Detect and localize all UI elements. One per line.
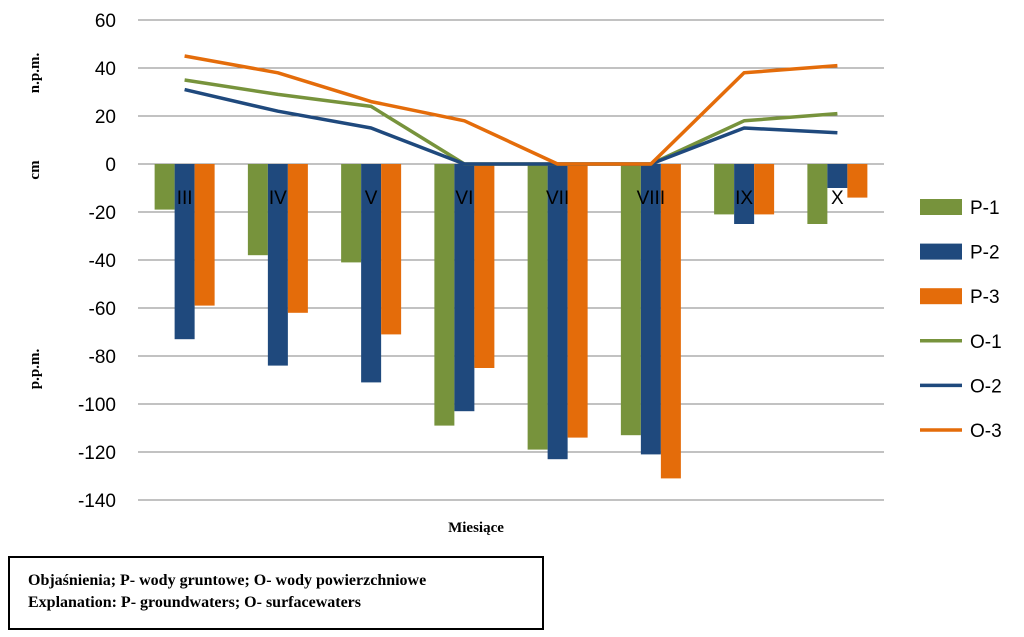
- category-label: IV: [269, 188, 287, 209]
- y-tick-label: -40: [89, 251, 116, 272]
- bar-p-3-ix: [754, 164, 775, 215]
- bar-p-1-viii: [620, 164, 641, 436]
- bar-p-2-vi: [454, 164, 475, 412]
- y-tick-label: -80: [89, 347, 116, 368]
- legend-label: P-2: [970, 243, 1000, 264]
- line-o-2: [184, 87, 838, 166]
- bar-p-1-vii: [527, 164, 548, 450]
- x-axis-label: Miesiące: [448, 520, 504, 536]
- bar-p-1-iii: [154, 164, 175, 210]
- bar-p-1-vi: [434, 164, 455, 426]
- y-tick-label: -100: [78, 395, 116, 416]
- bar-p-3-viii: [660, 164, 681, 479]
- legend-label: P-1: [970, 198, 1000, 219]
- explanation-box: Objaśnienia; P- wody gruntowe; O- wody p…: [8, 556, 544, 630]
- bar-p-3-v: [381, 164, 402, 335]
- y-tick-label: 20: [95, 107, 116, 128]
- bar-p-1-v: [341, 164, 362, 263]
- y-axis-label-upper: n.p.m.: [27, 53, 43, 94]
- bar-p-1-ix: [714, 164, 735, 215]
- category-label: IX: [735, 188, 753, 209]
- category-label: V: [365, 188, 378, 209]
- y-tick-label: 60: [95, 11, 116, 32]
- legend-swatch-p-2: [920, 243, 962, 260]
- legend: P-1 P-2 P-3 O-1 O-2 O-3: [920, 198, 1002, 442]
- y-axis-label-mid: cm: [27, 160, 43, 180]
- category-label: III: [177, 188, 193, 209]
- bar-p-1-iv: [247, 164, 268, 256]
- bars: [154, 164, 868, 479]
- gridlines: [138, 19, 884, 501]
- bar-p-1-x: [807, 164, 828, 224]
- y-tick-label: -140: [78, 491, 116, 512]
- bar-p-2-viii: [640, 164, 661, 455]
- legend-swatch-p-1: [920, 199, 962, 215]
- line-o-1: [184, 78, 838, 166]
- category-label: VI: [455, 188, 473, 209]
- y-tick-label: -120: [78, 443, 116, 464]
- legend-label: P-3: [970, 287, 1000, 308]
- bar-p-3-x: [847, 164, 868, 198]
- bar-p-2-ix: [734, 164, 755, 224]
- y-tick-label: -60: [89, 299, 116, 320]
- legend-label: O-3: [970, 421, 1002, 442]
- legend-label: O-1: [970, 332, 1002, 353]
- bar-p-2-iii: [174, 164, 195, 340]
- explanation-pl: Objaśnienia; P- wody gruntowe; O- wody p…: [28, 572, 427, 589]
- category-label: X: [831, 188, 844, 209]
- bar-p-2-x: [827, 164, 848, 188]
- category-labels: III IV V VI VII VIII IX X: [177, 188, 844, 209]
- y-tick-labels: 60 40 20 0 -20 -40 -60 -80 -100 -120 -140: [78, 11, 116, 512]
- legend-swatch-p-3: [920, 288, 962, 305]
- category-label: VII: [546, 188, 569, 209]
- lines: [184, 54, 838, 166]
- explanation-en: Explanation: P- groundwaters; O- surface…: [28, 594, 362, 611]
- y-tick-label: 40: [95, 59, 116, 80]
- bar-p-2-vii: [547, 164, 568, 460]
- line-o-3: [184, 54, 838, 166]
- bar-p-2-iv: [267, 164, 288, 366]
- legend-label: O-2: [970, 376, 1002, 397]
- bar-p-3-vi: [474, 164, 495, 368]
- y-tick-label: -20: [89, 203, 116, 224]
- bar-p-2-v: [361, 164, 382, 383]
- y-axis-label-lower: p.p.m.: [27, 349, 43, 390]
- bar-p-3-iv: [287, 164, 308, 313]
- category-label: VIII: [637, 188, 666, 209]
- bar-p-3-vii: [567, 164, 588, 438]
- y-tick-label: 0: [105, 155, 116, 176]
- bar-p-3-iii: [194, 164, 215, 306]
